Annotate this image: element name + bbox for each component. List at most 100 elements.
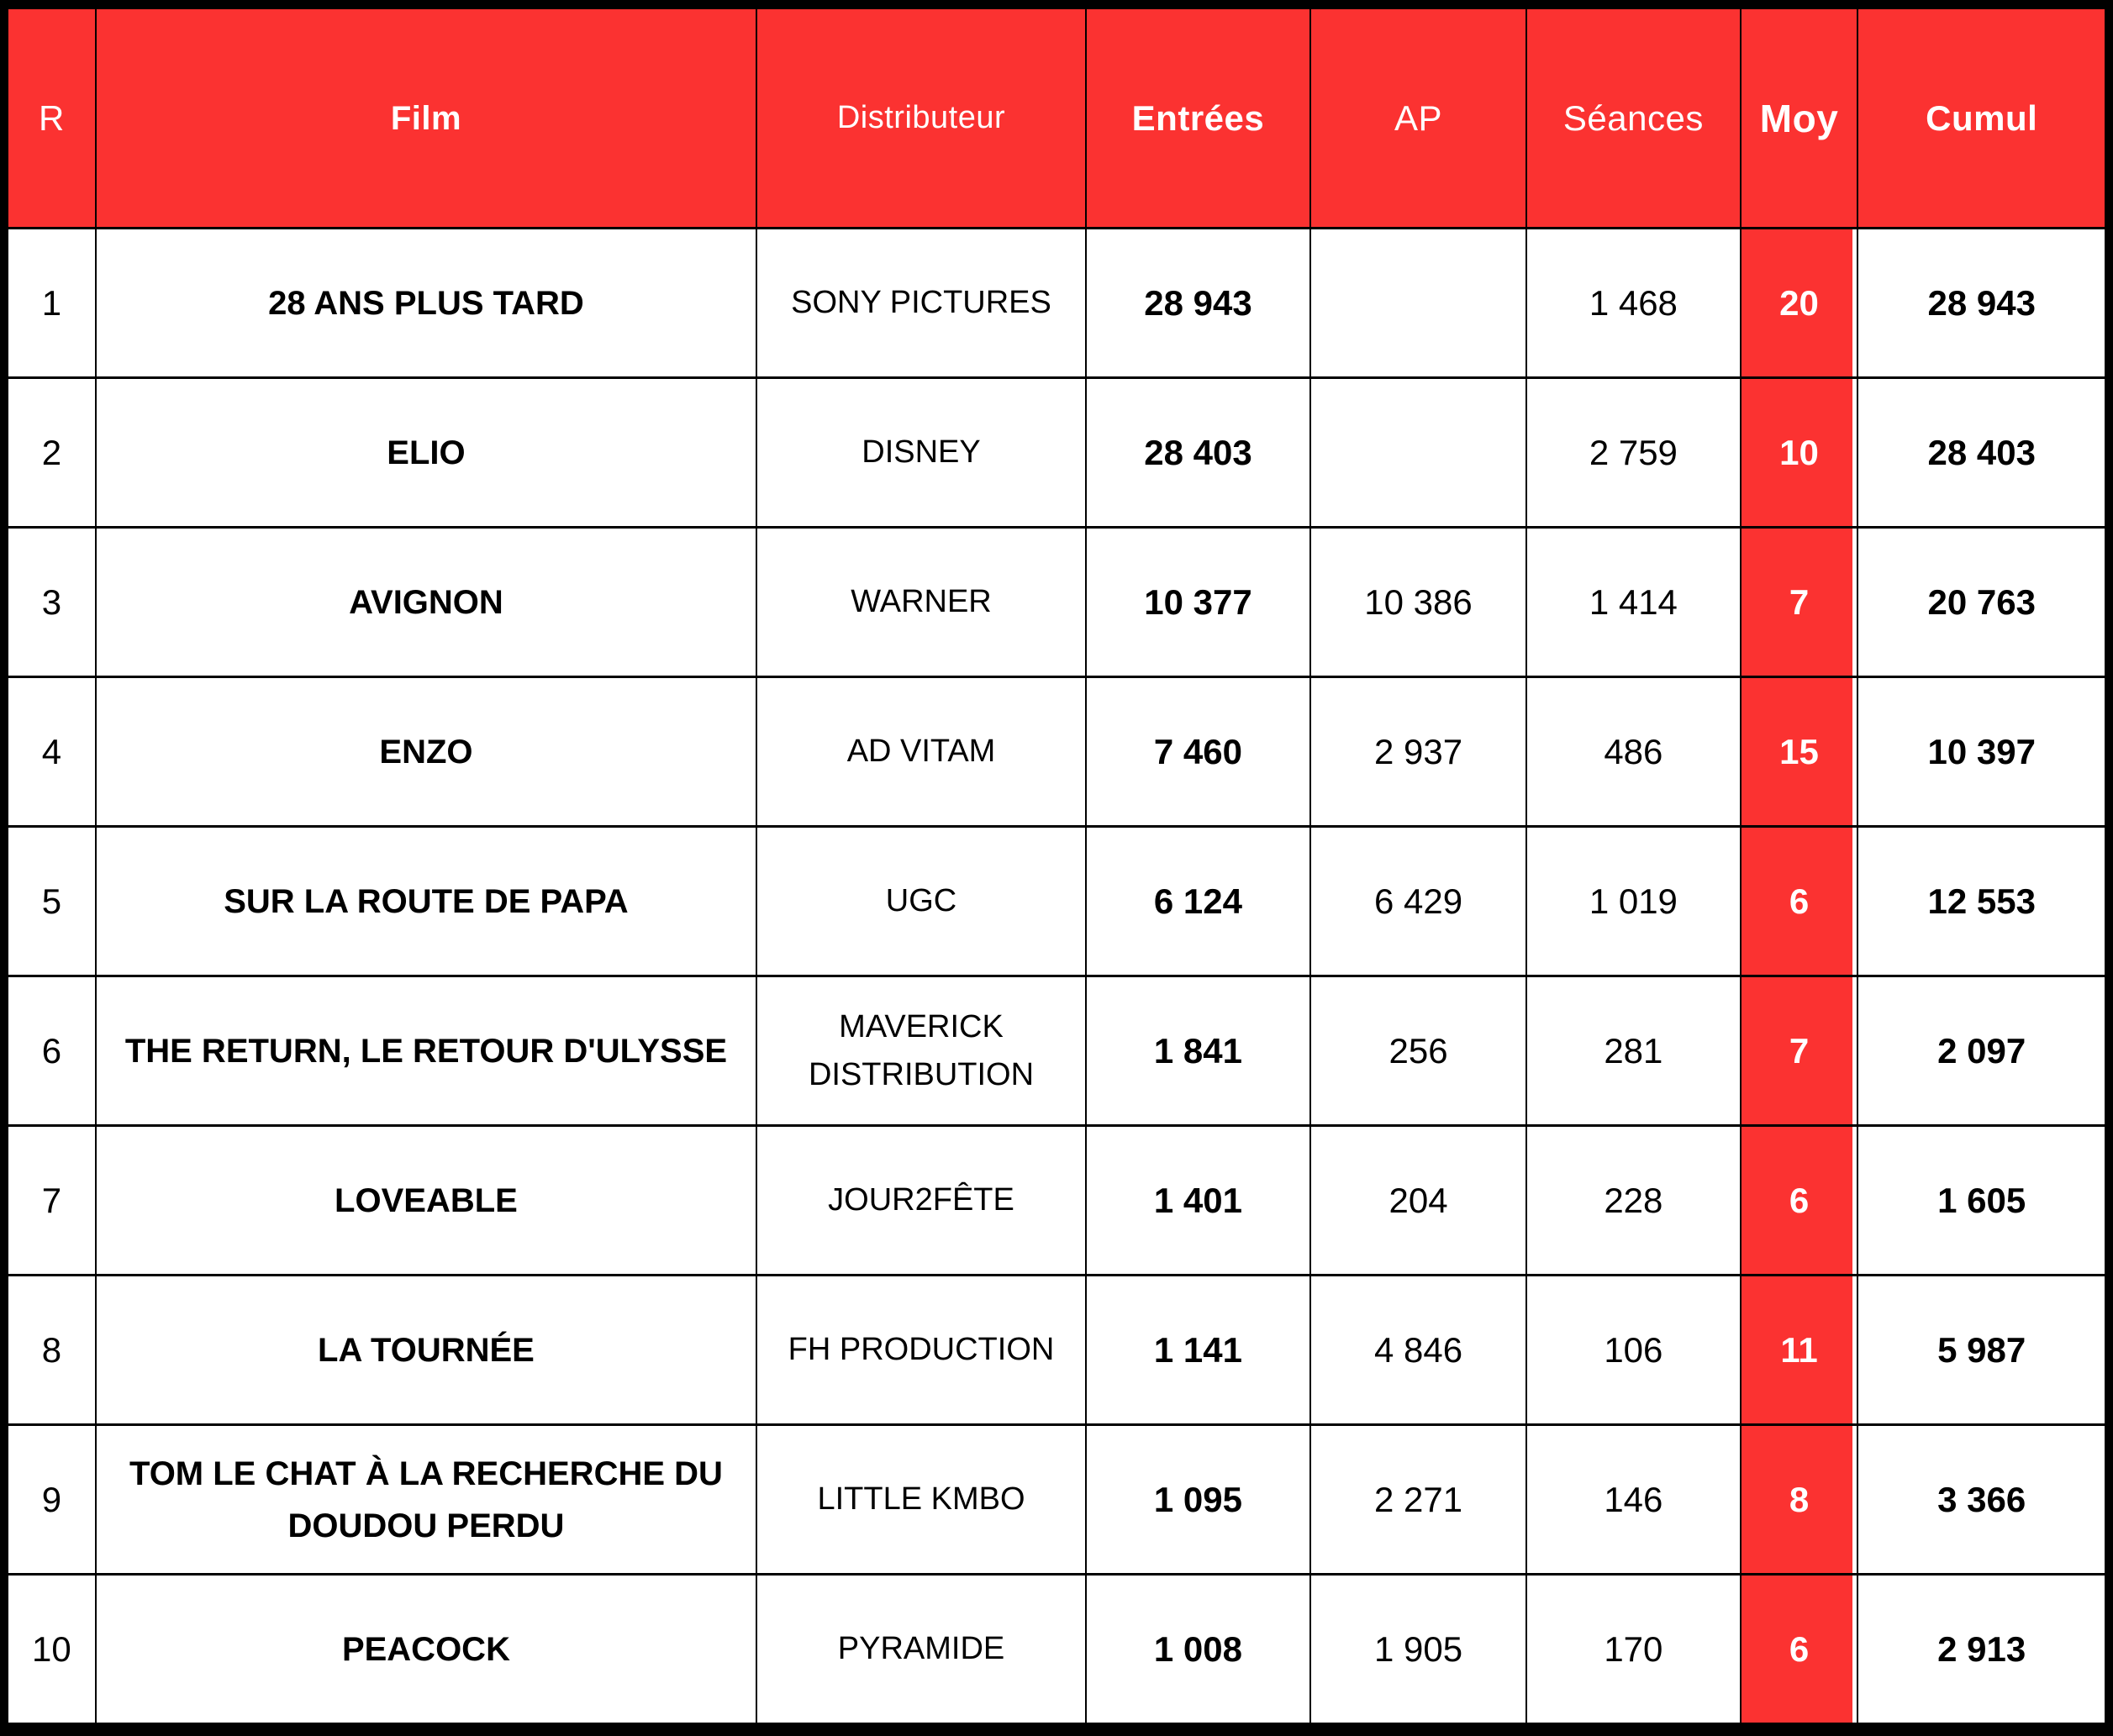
cell-moy: 7: [1739, 526, 1859, 678]
cell-seances: 228: [1525, 1124, 1742, 1276]
cell-seances: 1 019: [1525, 825, 1742, 977]
cell-rank: 2: [7, 376, 97, 529]
cell-rank: 6: [7, 975, 97, 1127]
table-row: 2 ELIO DISNEY 28 403 2 759 10 28 403: [7, 376, 2106, 529]
cell-moy: 6: [1739, 1124, 1859, 1276]
cell-distributeur: FH PRODUCTION: [756, 1274, 1087, 1426]
header-film: Film: [94, 7, 758, 229]
cell-entrees: 6 124: [1084, 825, 1312, 977]
cell-seances: 1 414: [1525, 526, 1742, 678]
cell-cumul: 1 605: [1857, 1124, 2106, 1276]
cell-cumul: 5 987: [1857, 1274, 2106, 1426]
box-office-table: R Film Distributeur Entrées AP Séances M…: [7, 7, 2106, 1725]
cell-seances: 170: [1525, 1573, 1742, 1725]
cell-moy: 7: [1739, 975, 1859, 1127]
cell-ap: 2 937: [1309, 676, 1528, 828]
cell-ap: 4 846: [1309, 1274, 1528, 1426]
cell-moy: 11: [1739, 1274, 1859, 1426]
table-row: 4 ENZO AD VITAM 7 460 2 937 486 15 10 39…: [7, 676, 2106, 828]
cell-cumul: 10 397: [1857, 676, 2106, 828]
cell-distributeur: WARNER: [756, 526, 1087, 678]
cell-distributeur: LITTLE KMBO: [756, 1423, 1087, 1576]
cell-ap: 10 386: [1309, 526, 1528, 678]
cell-film: 28 ANS PLUS TARD: [94, 227, 758, 379]
cell-rank: 9: [7, 1423, 97, 1576]
header-rank: R: [7, 7, 97, 229]
cell-ap: [1309, 227, 1528, 379]
cell-entrees: 1 401: [1084, 1124, 1312, 1276]
cell-cumul: 28 943: [1857, 227, 2106, 379]
cell-ap: 1 905: [1309, 1573, 1528, 1725]
table-row: 1 28 ANS PLUS TARD SONY PICTURES 28 943 …: [7, 227, 2106, 379]
cell-seances: 106: [1525, 1274, 1742, 1426]
header-ap: AP: [1309, 7, 1528, 229]
table-row: 3 AVIGNON WARNER 10 377 10 386 1 414 7 2…: [7, 526, 2106, 678]
cell-film: ENZO: [94, 676, 758, 828]
header-distributeur: Distributeur: [756, 7, 1087, 229]
header-cumul: Cumul: [1857, 7, 2106, 229]
cell-film: THE RETURN, LE RETOUR D'ULYSSE: [94, 975, 758, 1127]
header-seances: Séances: [1525, 7, 1742, 229]
cell-ap: 6 429: [1309, 825, 1528, 977]
cell-rank: 1: [7, 227, 97, 379]
cell-distributeur: SONY PICTURES: [756, 227, 1087, 379]
cell-rank: 10: [7, 1573, 97, 1725]
cell-ap: 256: [1309, 975, 1528, 1127]
cell-rank: 7: [7, 1124, 97, 1276]
table-row: 5 SUR LA ROUTE DE PAPA UGC 6 124 6 429 1…: [7, 825, 2106, 977]
cell-film: PEACOCK: [94, 1573, 758, 1725]
cell-rank: 3: [7, 526, 97, 678]
cell-distributeur: MAVERICK DISTRIBUTION: [756, 975, 1087, 1127]
table-header: R Film Distributeur Entrées AP Séances M…: [7, 7, 2106, 229]
cell-entrees: 10 377: [1084, 526, 1312, 678]
cell-entrees: 1 095: [1084, 1423, 1312, 1576]
cell-seances: 2 759: [1525, 376, 1742, 529]
cell-film: TOM LE CHAT À LA RECHERCHE DU DOUDOU PER…: [94, 1423, 758, 1576]
table-row: 8 LA TOURNÉE FH PRODUCTION 1 141 4 846 1…: [7, 1274, 2106, 1426]
cell-distributeur: PYRAMIDE: [756, 1573, 1087, 1725]
cell-cumul: 3 366: [1857, 1423, 2106, 1576]
cell-rank: 5: [7, 825, 97, 977]
cell-ap: 2 271: [1309, 1423, 1528, 1576]
cell-film: LOVEABLE: [94, 1124, 758, 1276]
header-entrees: Entrées: [1084, 7, 1312, 229]
cell-rank: 4: [7, 676, 97, 828]
cell-moy: 6: [1739, 825, 1859, 977]
cell-rank: 8: [7, 1274, 97, 1426]
table-body: 1 28 ANS PLUS TARD SONY PICTURES 28 943 …: [7, 227, 2106, 1725]
cell-entrees: 7 460: [1084, 676, 1312, 828]
table-row: 10 PEACOCK PYRAMIDE 1 008 1 905 170 6 2 …: [7, 1573, 2106, 1725]
cell-seances: 1 468: [1525, 227, 1742, 379]
cell-ap: 204: [1309, 1124, 1528, 1276]
cell-moy: 10: [1739, 376, 1859, 529]
cell-cumul: 28 403: [1857, 376, 2106, 529]
cell-seances: 281: [1525, 975, 1742, 1127]
cell-moy: 8: [1739, 1423, 1859, 1576]
cell-moy: 15: [1739, 676, 1859, 828]
cell-cumul: 12 553: [1857, 825, 2106, 977]
table-row: 6 THE RETURN, LE RETOUR D'ULYSSE MAVERIC…: [7, 975, 2106, 1127]
cell-moy: 20: [1739, 227, 1859, 379]
cell-entrees: 1 841: [1084, 975, 1312, 1127]
cell-entrees: 28 943: [1084, 227, 1312, 379]
cell-cumul: 2 913: [1857, 1573, 2106, 1725]
cell-distributeur: AD VITAM: [756, 676, 1087, 828]
cell-entrees: 28 403: [1084, 376, 1312, 529]
cell-film: SUR LA ROUTE DE PAPA: [94, 825, 758, 977]
header-row: R Film Distributeur Entrées AP Séances M…: [7, 7, 2106, 229]
cell-cumul: 20 763: [1857, 526, 2106, 678]
cell-distributeur: UGC: [756, 825, 1087, 977]
cell-distributeur: DISNEY: [756, 376, 1087, 529]
cell-film: AVIGNON: [94, 526, 758, 678]
cell-moy: 6: [1739, 1573, 1859, 1725]
table-row: 7 LOVEABLE JOUR2FÊTE 1 401 204 228 6 1 6…: [7, 1124, 2106, 1276]
cell-entrees: 1 141: [1084, 1274, 1312, 1426]
table-row: 9 TOM LE CHAT À LA RECHERCHE DU DOUDOU P…: [7, 1423, 2106, 1576]
cell-distributeur: JOUR2FÊTE: [756, 1124, 1087, 1276]
cell-cumul: 2 097: [1857, 975, 2106, 1127]
cell-seances: 146: [1525, 1423, 1742, 1576]
cell-seances: 486: [1525, 676, 1742, 828]
cell-entrees: 1 008: [1084, 1573, 1312, 1725]
cell-film: ELIO: [94, 376, 758, 529]
header-moy: Moy: [1739, 7, 1859, 229]
